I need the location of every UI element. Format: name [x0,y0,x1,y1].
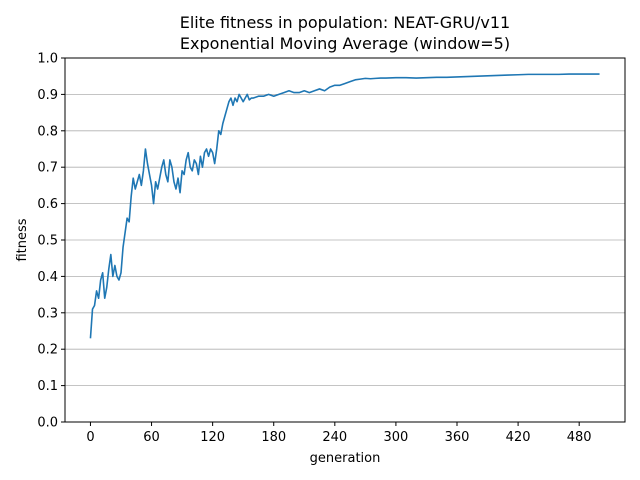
x-tick-label: 480 [567,430,592,445]
x-tick-label: 60 [143,430,160,445]
y-tick-label: 0.2 [37,343,58,358]
y-tick-label: 0.9 [37,88,58,103]
y-tick-label: 0.8 [37,124,58,139]
x-tick-label: 360 [445,430,470,445]
y-axis-label: fitness [15,218,30,261]
x-tick-label: 300 [383,430,408,445]
chart-subtitle: Exponential Moving Average (window=5) [180,34,510,53]
x-tick-label: 120 [200,430,225,445]
y-tick-label: 0.0 [37,416,58,431]
x-tick-label: 240 [322,430,347,445]
x-tick-label: 420 [506,430,531,445]
grid-lines [65,94,625,387]
y-tick-label: 0.3 [37,306,58,321]
y-tick-label: 0.1 [37,379,58,394]
y-tick-label: 0.5 [37,234,58,249]
x-axis-ticks: 0 60 120 180 240 300 360 420 480 [86,422,592,445]
chart-title: Elite fitness in population: NEAT-GRU/v1… [180,13,510,32]
y-tick-label: 0.4 [37,270,58,285]
series-line [89,73,600,339]
y-axis-ticks: 0.0 0.1 0.2 0.3 0.4 0.5 0.6 0.7 0.8 0.9 1.0 [37,52,65,431]
x-tick-label: 0 [86,430,94,445]
y-tick-label: 0.7 [37,161,58,176]
x-axis-label: generation [310,451,381,466]
y-tick-label: 0.6 [37,197,58,212]
y-tick-label: 1.0 [37,52,58,67]
x-tick-label: 180 [261,430,286,445]
plot-area [89,73,600,339]
